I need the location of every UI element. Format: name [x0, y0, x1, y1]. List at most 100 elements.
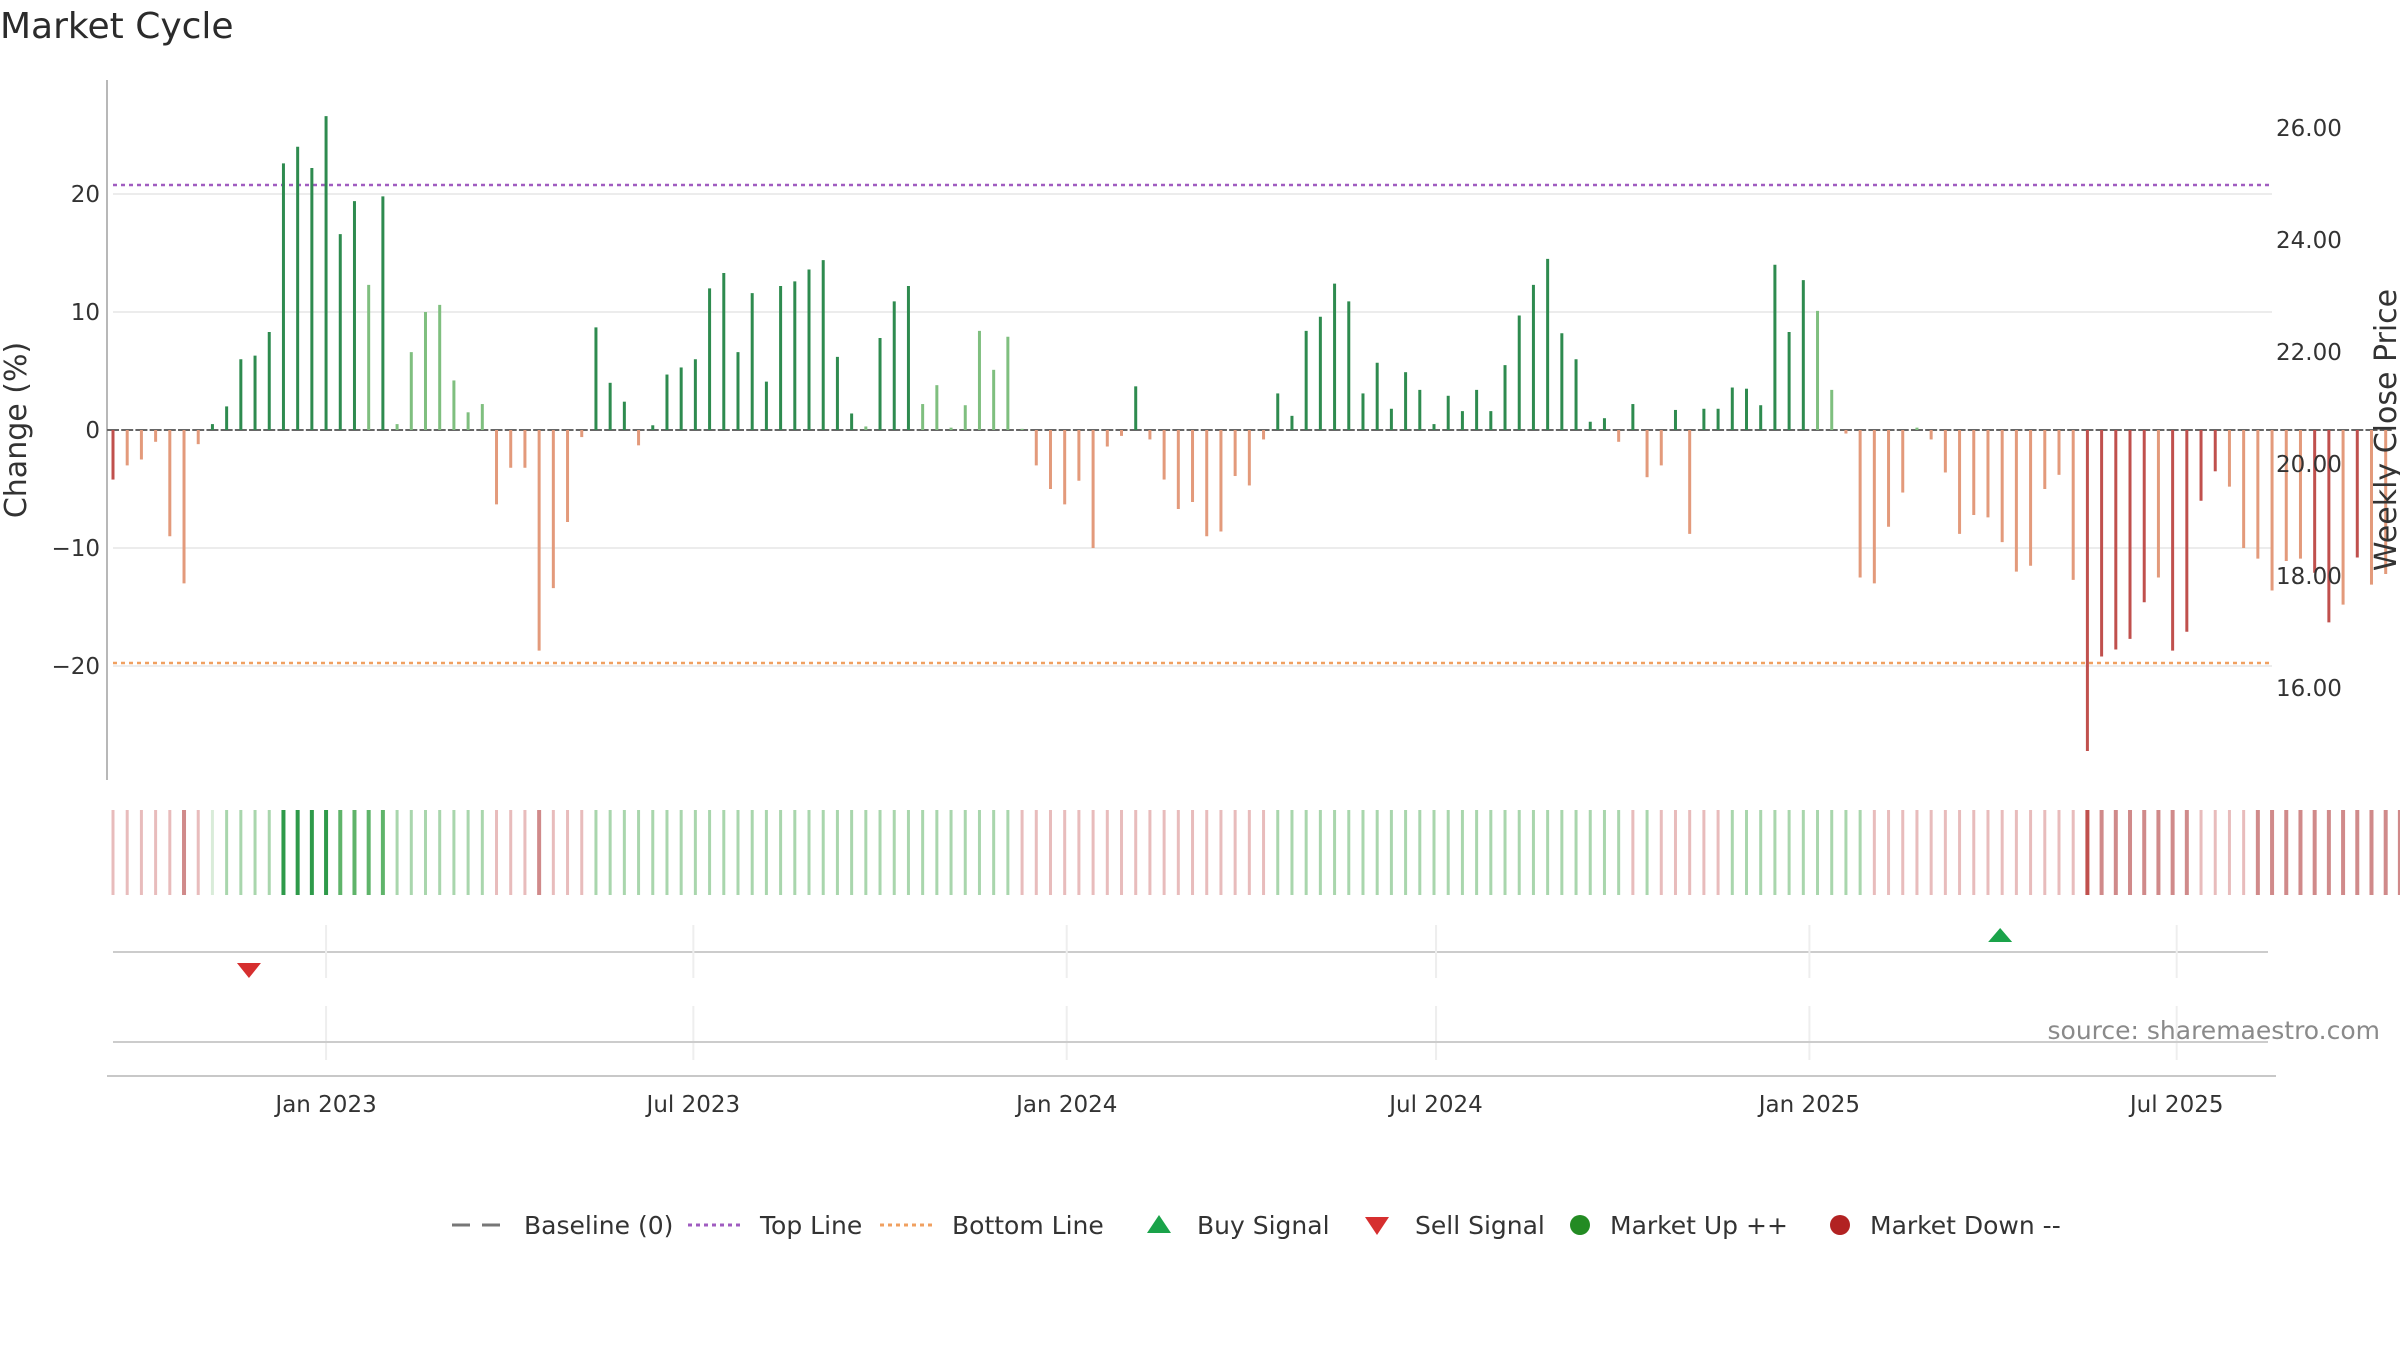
- x-tick-label: Jan 2024: [1014, 1092, 1117, 1118]
- market-state-cell: [906, 810, 910, 895]
- market-state-cell: [1176, 810, 1180, 895]
- market-state-cell: [1702, 810, 1706, 895]
- market-state-cell: [1219, 810, 1223, 895]
- market-state-cell: [1915, 810, 1919, 895]
- market-state-cell: [2369, 810, 2374, 895]
- market-state-cell: [1105, 810, 1109, 895]
- legend-item: Market Up ++: [1570, 1211, 1788, 1240]
- market-state-cell: [2014, 810, 2018, 895]
- market-state-cell: [2326, 810, 2331, 895]
- y-tick-label-right: 24.00: [2276, 228, 2342, 254]
- reference-lines: [113, 183, 2272, 665]
- x-tick-label: Jul 2025: [2128, 1092, 2224, 1118]
- market-state-cell: [835, 810, 839, 895]
- market-state-cell: [295, 810, 300, 895]
- market-state-cell: [2284, 810, 2289, 895]
- market-state-cell: [949, 810, 953, 895]
- market-state-cell: [168, 810, 172, 895]
- market-state-cell: [935, 810, 939, 895]
- market-state-cell: [1688, 810, 1692, 895]
- market-state-cell: [1645, 810, 1649, 895]
- source-note: source: sharemaestro.com: [2048, 1016, 2381, 1045]
- market-state-cell: [2397, 810, 2400, 895]
- market-state-cell: [154, 810, 158, 895]
- y-tick-label-right: 26.00: [2276, 116, 2342, 142]
- market-state-cell: [1134, 810, 1138, 895]
- market-state-cell: [1120, 810, 1124, 895]
- market-state-cell: [1020, 810, 1024, 895]
- grid-lines: [113, 193, 2272, 667]
- y-tick-label-left: 20: [71, 182, 100, 208]
- y-tick-label-right: 20.00: [2276, 452, 2342, 478]
- market-state-cell: [281, 810, 286, 895]
- market-state-cell: [736, 810, 740, 895]
- market-state-cell: [2128, 810, 2133, 895]
- market-state-cell: [1602, 810, 1606, 895]
- y-tick-label-left: −20: [51, 654, 100, 680]
- market-state-cell: [1276, 810, 1280, 895]
- y-tick-label-right: 16.00: [2276, 676, 2342, 702]
- legend-label: Market Down --: [1870, 1211, 2061, 1240]
- market-state-cell: [225, 810, 229, 895]
- y-tick-label-left: 0: [85, 418, 100, 444]
- market-state-cell: [1475, 810, 1479, 895]
- market-state-cell: [1091, 810, 1095, 895]
- legend-label: Market Up ++: [1610, 1211, 1788, 1240]
- market-state-cell: [111, 810, 115, 895]
- market-state-cell: [1148, 810, 1152, 895]
- market-state-cell: [1673, 810, 1677, 895]
- market-state-cell: [1262, 810, 1266, 895]
- market-state-cell: [309, 810, 314, 895]
- market-state-cell: [1560, 810, 1564, 895]
- market-state-cell: [2341, 810, 2346, 895]
- market-state-cell: [2043, 810, 2047, 895]
- market-state-cell: [480, 810, 484, 895]
- market-state-cell: [1006, 810, 1010, 895]
- market-state-cell: [750, 810, 754, 895]
- market-state-cell: [1389, 810, 1393, 895]
- legend-item: Sell Signal: [1365, 1211, 1545, 1240]
- market-state-cell: [1531, 810, 1535, 895]
- market-state-cell: [1077, 810, 1081, 895]
- market-state-cell: [594, 810, 598, 895]
- market-state-cell: [1773, 810, 1777, 895]
- market-state-cell: [1205, 810, 1209, 895]
- legend-item: Baseline (0): [452, 1211, 673, 1240]
- market-state-cell: [495, 810, 499, 895]
- market-state-cell: [409, 810, 413, 895]
- market-state-cell: [779, 810, 783, 895]
- market-state-cell: [2142, 810, 2147, 895]
- market-state-cell: [2242, 810, 2246, 895]
- market-state-cell: [466, 810, 470, 895]
- market-state-cell: [523, 810, 527, 895]
- market-state-cell: [566, 810, 570, 895]
- y-axis-right-title: Weekly Close Price: [2369, 289, 2400, 571]
- legend-triangle-down-icon: [1365, 1217, 1389, 1235]
- legend-circle-icon: [1570, 1215, 1590, 1235]
- market-state-cell: [2156, 810, 2161, 895]
- market-state-cell: [2298, 810, 2303, 895]
- market-state-cell: [352, 810, 357, 895]
- market-state-cell: [2099, 810, 2104, 895]
- market-state-cell: [239, 810, 243, 895]
- market-state-cell: [1659, 810, 1663, 895]
- legend-triangle-up-icon: [1147, 1215, 1171, 1233]
- market-state-cell: [2270, 810, 2275, 895]
- market-state-cell: [1617, 810, 1621, 895]
- market-state-strip: [111, 810, 2400, 895]
- legend: Baseline (0) Top Line Bottom Line Buy Signa…: [452, 1211, 2061, 1240]
- market-state-cell: [2057, 810, 2061, 895]
- market-state-cell: [1290, 810, 1294, 895]
- legend-item: Top Line: [688, 1211, 862, 1240]
- market-state-cell: [182, 810, 187, 895]
- legend-circle-icon: [1830, 1215, 1850, 1235]
- market-state-cell: [2071, 810, 2075, 895]
- market-state-cell: [850, 810, 854, 895]
- y-tick-label-left: −10: [51, 536, 100, 562]
- market-state-cell: [1631, 810, 1635, 895]
- market-state-cell: [693, 810, 697, 895]
- market-state-cell: [139, 810, 143, 895]
- market-state-cell: [1872, 810, 1876, 895]
- market-state-cell: [1972, 810, 1976, 895]
- market-state-cell: [1191, 810, 1195, 895]
